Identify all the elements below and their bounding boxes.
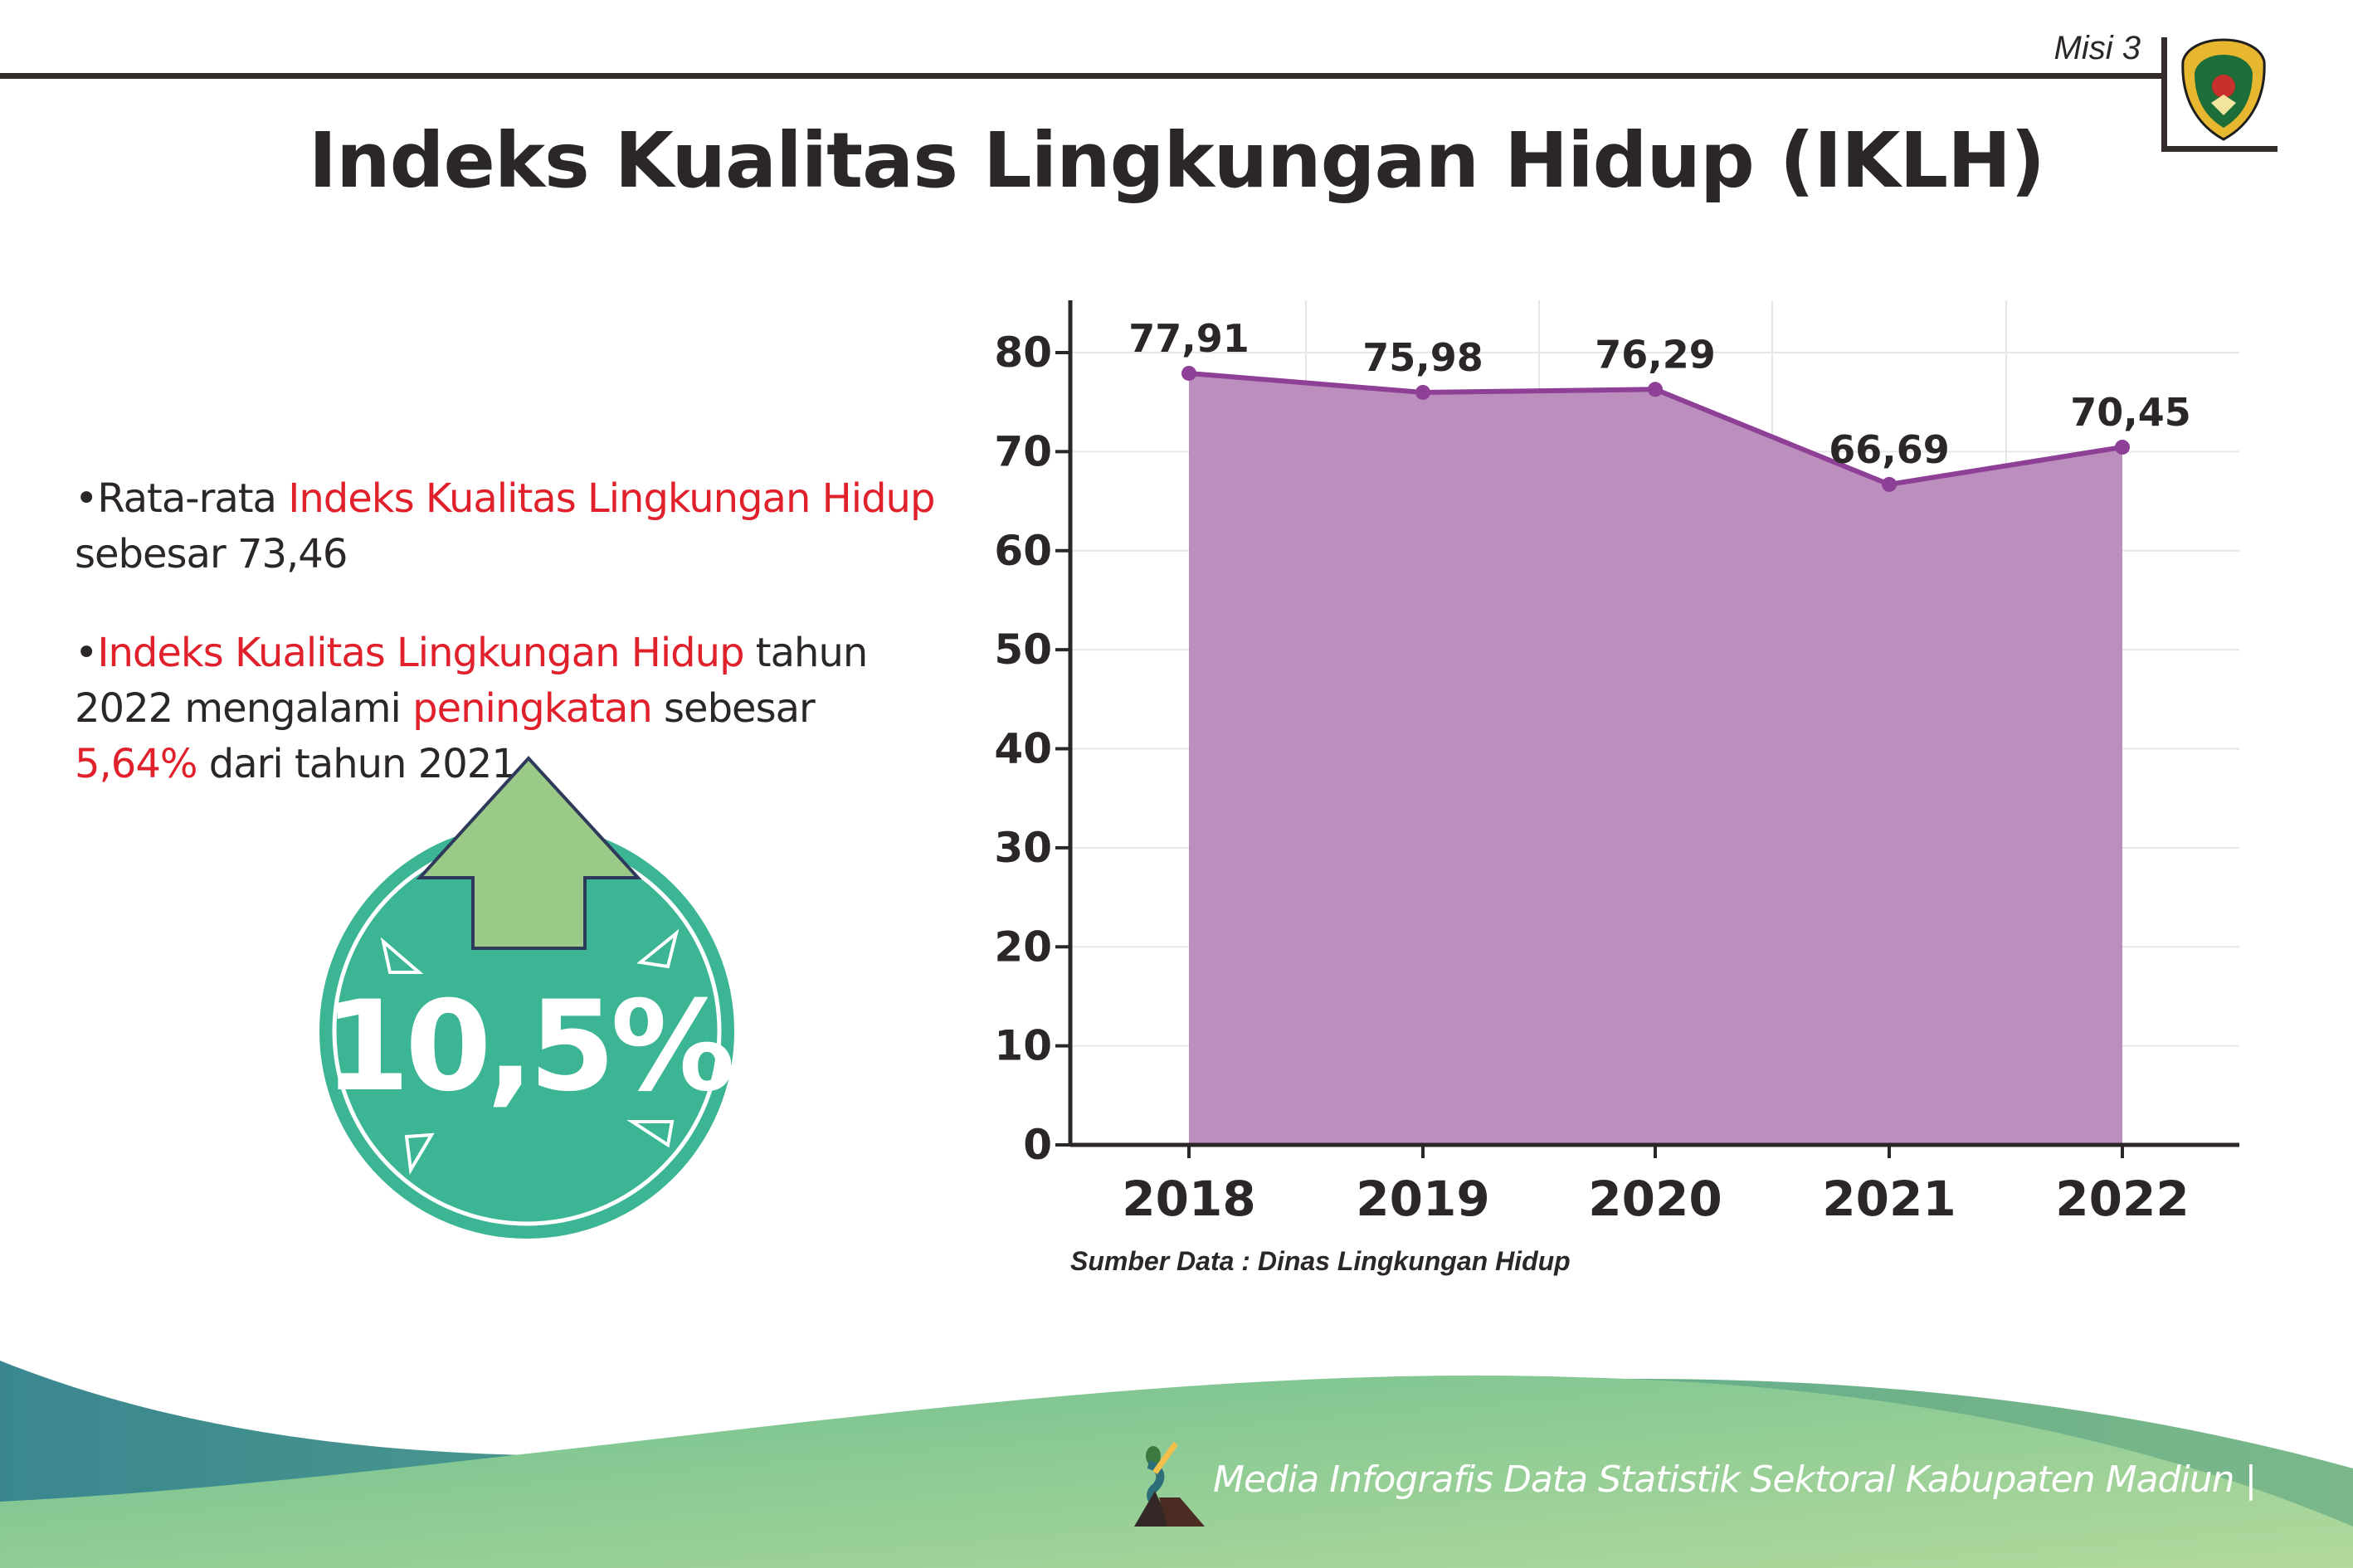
header-bracket	[2161, 37, 2167, 151]
area-fill	[1189, 373, 2122, 1146]
data-label: 77,91	[1128, 316, 1250, 361]
bullet-text: sebesar 73,46	[75, 531, 348, 577]
y-tick-label: 0	[1023, 1121, 1052, 1169]
up-arrow-icon	[416, 756, 642, 950]
badge-value: 10,5%	[323, 975, 735, 1119]
bullet-text: peningkatan	[412, 685, 653, 732]
data-point	[1181, 365, 1196, 381]
x-tick-label: 2020	[1588, 1171, 1722, 1227]
y-tick-label: 20	[994, 923, 1052, 971]
bullet-text: Indeks Kualitas Lingkungan Hidup	[97, 630, 744, 676]
x-tick-label: 2019	[1356, 1171, 1489, 1227]
page-title: Indeks Kualitas Lingkungan Hidup (IKLH)	[308, 116, 2045, 205]
sparkle-triangles	[380, 928, 680, 1176]
bullet-increase: •Indeks Kualitas Lingkungan Hidup tahun …	[75, 626, 946, 792]
y-tick-label: 60	[994, 527, 1052, 575]
y-tick-label: 70	[994, 427, 1052, 475]
footer-mascot-logo	[1134, 1441, 1205, 1527]
header-bracket	[2161, 146, 2277, 152]
growth-badge	[319, 756, 734, 1239]
data-label: 66,69	[1829, 427, 1950, 472]
kabupaten-madiun-logo	[2181, 38, 2266, 141]
bullet-text: Indeks Kualitas Lingkungan Hidup	[288, 475, 935, 522]
x-tick-label: 2021	[1822, 1171, 1956, 1227]
bullet-average: •Rata-rata Indeks Kualitas Lingkungan Hi…	[75, 471, 946, 582]
y-tick-label: 80	[994, 329, 1052, 377]
data-label: 76,29	[1595, 332, 1716, 377]
data-label: 75,98	[1362, 335, 1483, 380]
iklh-area-chart: 0 10 20 30 40 50 60 70 80 77,91 2018 75,98 2019 76,29…	[994, 300, 2239, 1227]
data-label: 70,45	[2070, 390, 2191, 435]
bullet-text: •Rata-rata	[75, 475, 289, 522]
data-source: Sumber Data : Dinas Lingkungan Hidup	[1070, 1246, 1571, 1276]
bullet-text: sebesar	[651, 685, 816, 732]
y-tick-label: 10	[994, 1022, 1052, 1070]
data-point	[2115, 440, 2130, 455]
bullet-text: dari tahun 2021	[197, 741, 517, 787]
footer-tagline: Media Infografis Data Statistik Sektoral…	[1213, 1458, 2257, 1501]
x-tick-label: 2018	[1122, 1171, 1255, 1227]
bullet-text: •	[75, 630, 98, 676]
data-point	[1882, 476, 1897, 492]
y-tick-label: 30	[994, 824, 1052, 872]
x-tick-label: 2022	[2055, 1171, 2189, 1227]
y-tick-label: 50	[994, 626, 1052, 674]
bullet-text: 5,64%	[75, 741, 197, 787]
mission-label: Misi 3	[2053, 30, 2141, 66]
bullet-text: tahun 2022 mengalami	[75, 630, 868, 732]
data-point	[1415, 384, 1430, 400]
data-point	[1648, 382, 1663, 397]
y-tick-label: 40	[994, 725, 1052, 773]
footer-wave	[0, 1361, 2353, 1568]
header-rule	[0, 73, 2162, 79]
